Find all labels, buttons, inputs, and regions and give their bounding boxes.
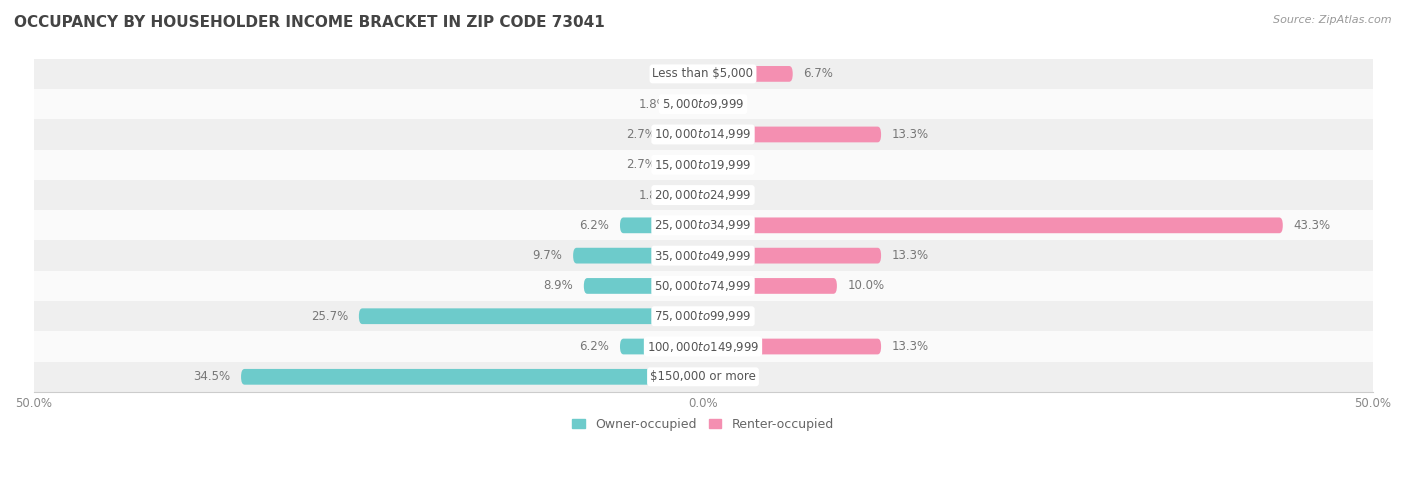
Bar bbox=[34, 271, 1372, 301]
Text: $15,000 to $19,999: $15,000 to $19,999 bbox=[654, 158, 752, 172]
Bar bbox=[34, 120, 1372, 150]
Text: 0.0%: 0.0% bbox=[662, 68, 692, 80]
Text: 9.7%: 9.7% bbox=[533, 249, 562, 262]
FancyBboxPatch shape bbox=[703, 217, 1282, 233]
Text: $25,000 to $34,999: $25,000 to $34,999 bbox=[654, 218, 752, 232]
Text: $75,000 to $99,999: $75,000 to $99,999 bbox=[654, 309, 752, 323]
Bar bbox=[34, 89, 1372, 120]
Text: 0.0%: 0.0% bbox=[714, 158, 744, 171]
FancyBboxPatch shape bbox=[666, 157, 703, 173]
FancyBboxPatch shape bbox=[703, 339, 882, 354]
Text: 43.3%: 43.3% bbox=[1294, 219, 1330, 232]
Text: $35,000 to $49,999: $35,000 to $49,999 bbox=[654, 249, 752, 262]
FancyBboxPatch shape bbox=[703, 278, 837, 294]
Text: 0.0%: 0.0% bbox=[714, 370, 744, 383]
FancyBboxPatch shape bbox=[679, 187, 703, 203]
FancyBboxPatch shape bbox=[240, 369, 703, 385]
Text: 1.8%: 1.8% bbox=[638, 98, 668, 111]
Text: $150,000 or more: $150,000 or more bbox=[650, 370, 756, 383]
Text: 6.2%: 6.2% bbox=[579, 219, 609, 232]
FancyBboxPatch shape bbox=[703, 66, 793, 82]
FancyBboxPatch shape bbox=[574, 248, 703, 263]
Text: Less than $5,000: Less than $5,000 bbox=[652, 68, 754, 80]
Bar bbox=[34, 180, 1372, 210]
Text: $10,000 to $14,999: $10,000 to $14,999 bbox=[654, 127, 752, 141]
Bar bbox=[34, 150, 1372, 180]
Bar bbox=[34, 362, 1372, 392]
FancyBboxPatch shape bbox=[666, 126, 703, 142]
Text: 10.0%: 10.0% bbox=[848, 279, 884, 293]
Text: 8.9%: 8.9% bbox=[543, 279, 574, 293]
Text: 2.7%: 2.7% bbox=[626, 128, 657, 141]
Text: 13.3%: 13.3% bbox=[891, 340, 929, 353]
Text: 0.0%: 0.0% bbox=[714, 189, 744, 202]
Text: 0.0%: 0.0% bbox=[714, 310, 744, 323]
Bar bbox=[34, 241, 1372, 271]
Text: $100,000 to $149,999: $100,000 to $149,999 bbox=[647, 340, 759, 353]
Bar bbox=[34, 210, 1372, 241]
Text: 13.3%: 13.3% bbox=[891, 249, 929, 262]
Text: 6.7%: 6.7% bbox=[803, 68, 834, 80]
Text: $5,000 to $9,999: $5,000 to $9,999 bbox=[662, 97, 744, 111]
FancyBboxPatch shape bbox=[703, 126, 882, 142]
Bar bbox=[34, 59, 1372, 89]
Text: 0.0%: 0.0% bbox=[714, 98, 744, 111]
Text: 34.5%: 34.5% bbox=[193, 370, 231, 383]
Bar bbox=[34, 301, 1372, 331]
FancyBboxPatch shape bbox=[703, 248, 882, 263]
Text: 2.7%: 2.7% bbox=[626, 158, 657, 171]
Text: $20,000 to $24,999: $20,000 to $24,999 bbox=[654, 188, 752, 202]
Text: OCCUPANCY BY HOUSEHOLDER INCOME BRACKET IN ZIP CODE 73041: OCCUPANCY BY HOUSEHOLDER INCOME BRACKET … bbox=[14, 15, 605, 30]
FancyBboxPatch shape bbox=[620, 217, 703, 233]
FancyBboxPatch shape bbox=[359, 308, 703, 324]
Bar bbox=[34, 331, 1372, 362]
Text: 1.8%: 1.8% bbox=[638, 189, 668, 202]
Legend: Owner-occupied, Renter-occupied: Owner-occupied, Renter-occupied bbox=[568, 413, 838, 435]
FancyBboxPatch shape bbox=[679, 96, 703, 112]
Text: 13.3%: 13.3% bbox=[891, 128, 929, 141]
Text: $50,000 to $74,999: $50,000 to $74,999 bbox=[654, 279, 752, 293]
FancyBboxPatch shape bbox=[583, 278, 703, 294]
Text: Source: ZipAtlas.com: Source: ZipAtlas.com bbox=[1274, 15, 1392, 25]
Text: 25.7%: 25.7% bbox=[311, 310, 349, 323]
Text: 6.2%: 6.2% bbox=[579, 340, 609, 353]
FancyBboxPatch shape bbox=[620, 339, 703, 354]
